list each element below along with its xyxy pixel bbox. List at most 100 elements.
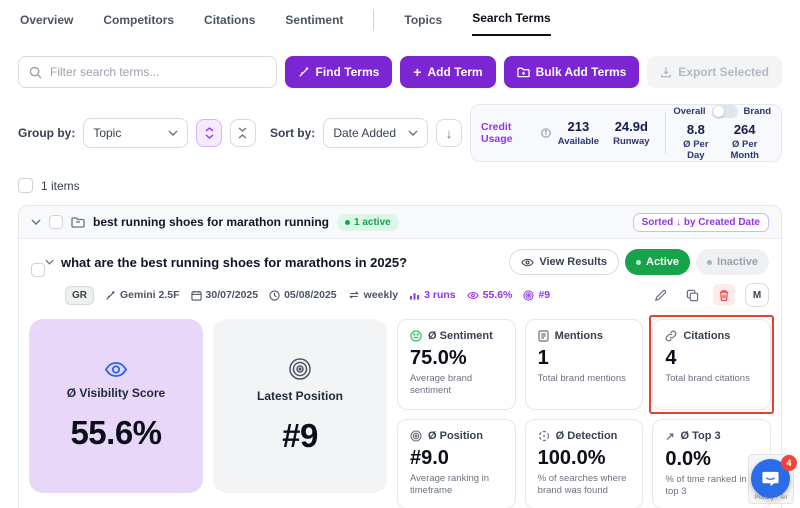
toggle-overall-label[interactable]: Overall xyxy=(673,106,706,117)
clock-icon xyxy=(269,289,280,301)
search-input[interactable] xyxy=(50,65,266,79)
toggle-brand-label[interactable]: Brand xyxy=(743,106,771,117)
mentions-value: 1 xyxy=(537,347,549,369)
active-dot-icon xyxy=(345,219,351,225)
citations-card: Citations 4 Total brand citations xyxy=(652,319,771,410)
tab-sentiment[interactable]: Sentiment xyxy=(285,13,344,27)
bulk-add-terms-button[interactable]: Bulk Add Terms xyxy=(503,56,640,88)
wand-icon xyxy=(105,290,116,301)
overall-brand-switch[interactable] xyxy=(711,105,738,118)
position-label: Ø Position xyxy=(428,429,483,442)
credit-per-month-label: Ø Per Month xyxy=(730,139,759,161)
tab-search-terms[interactable]: Search Terms xyxy=(472,11,551,36)
credit-per-day-label: Ø Per Day xyxy=(683,139,709,161)
switch-knob xyxy=(712,106,724,117)
credit-usage-title-wrap: Credit Usage xyxy=(481,121,551,145)
plus-icon: + xyxy=(413,64,422,80)
assignee-avatar[interactable]: M xyxy=(745,283,769,307)
group-by-value: Topic xyxy=(93,126,122,140)
sentiment-value: 75.0% xyxy=(410,347,467,369)
inactive-toggle-badge[interactable]: Inactive xyxy=(696,249,769,275)
sort-by-label: Sort by: xyxy=(269,126,316,140)
crosshair-icon xyxy=(538,430,550,442)
tab-topics[interactable]: Topics xyxy=(404,13,443,27)
credit-brand-section: Overall Brand 8.8 Ø Per Day 264 Ø Per Mo… xyxy=(673,105,771,161)
delete-icon[interactable] xyxy=(713,284,735,306)
target-icon xyxy=(288,357,312,381)
position-desc: Average ranking in timeframe xyxy=(410,472,490,497)
model-meta: Gemini 2.5F xyxy=(105,289,180,301)
tab-competitors[interactable]: Competitors xyxy=(103,13,175,27)
group-checkbox[interactable] xyxy=(49,215,63,229)
group-title: best running shoes for marathon running xyxy=(93,215,330,229)
info-icon[interactable] xyxy=(541,128,551,138)
citations-label: Citations xyxy=(683,330,731,342)
metrics-panel: Ø Visibility Score 55.6% Latest Position… xyxy=(19,315,781,508)
chat-bubble-icon xyxy=(761,469,780,488)
latest-position-value: #9 xyxy=(282,417,318,454)
target-icon xyxy=(410,430,422,442)
top3-label: Ø Top 3 xyxy=(680,430,721,443)
add-term-button[interactable]: + Add Term xyxy=(400,56,496,88)
chevron-down-icon xyxy=(168,130,178,136)
frequency-meta: weekly xyxy=(348,289,398,301)
term-title[interactable]: what are the best running shoes for mara… xyxy=(61,254,408,270)
latest-position-label: Latest Position xyxy=(256,389,343,403)
edit-icon[interactable] xyxy=(649,284,671,306)
wand-icon xyxy=(298,66,310,78)
credit-runway-stat: 24.9d Runway xyxy=(613,119,649,147)
latest-position-card: Latest Position #9 xyxy=(213,319,387,493)
expand-all-button[interactable] xyxy=(196,119,223,147)
document-icon xyxy=(538,330,549,342)
sentiment-label: Ø Sentiment xyxy=(428,330,493,342)
sort-by-select[interactable]: Date Added xyxy=(323,118,429,148)
visibility-score-value: 55.6% xyxy=(70,413,162,451)
controls-row: Group by: Topic Sort by: Date Added ↓ Cr… xyxy=(0,104,800,162)
credit-per-month-stat: 264 Ø Per Month xyxy=(725,122,764,161)
overall-brand-toggle-row: Overall Brand xyxy=(673,105,771,118)
top3-value: 0.0% xyxy=(665,447,711,470)
mentions-desc: Total brand mentions xyxy=(537,373,626,384)
trend-up-icon: ↗ xyxy=(665,430,675,443)
tab-citations[interactable]: Citations xyxy=(204,13,256,27)
repeat-icon xyxy=(348,290,360,300)
updated-date-meta: 05/08/2025 xyxy=(269,289,337,301)
group-active-badge: 1 active xyxy=(337,213,399,231)
chat-launcher-button[interactable]: 4 xyxy=(751,455,797,498)
term-group-card: best running shoes for marathon running … xyxy=(18,205,782,508)
mentions-card: Mentions 1 Total brand mentions xyxy=(524,319,644,410)
find-terms-button[interactable]: Find Terms xyxy=(284,56,393,88)
group-by-select[interactable]: Topic xyxy=(83,118,189,148)
collapse-all-button[interactable] xyxy=(230,119,256,147)
chevron-down-icon[interactable] xyxy=(31,219,41,225)
select-all-checkbox[interactable] xyxy=(18,178,33,193)
credit-available-value: 213 xyxy=(567,119,590,134)
detection-desc: % of searches where brand was found xyxy=(537,472,627,497)
credit-usage-title: Credit Usage xyxy=(481,121,513,145)
folder-icon xyxy=(516,66,530,78)
top3-desc: % of time ranked in top 3 xyxy=(665,473,747,498)
chevron-down-icon xyxy=(408,130,418,136)
find-terms-label: Find Terms xyxy=(315,65,380,79)
group-header[interactable]: best running shoes for marathon running … xyxy=(19,206,781,239)
visibility-score-card: Ø Visibility Score 55.6% xyxy=(29,319,203,493)
sort-direction-button[interactable]: ↓ xyxy=(436,119,462,147)
copy-icon[interactable] xyxy=(681,284,703,306)
sorted-by-badge: Sorted ↓ by Created Date xyxy=(632,212,769,232)
items-count-label: 1 items xyxy=(41,178,80,193)
export-selected-button[interactable]: Export Selected xyxy=(647,56,782,88)
calendar-icon xyxy=(190,290,202,301)
view-results-button[interactable]: View Results xyxy=(509,249,619,275)
term-row: what are the best running shoes for mara… xyxy=(19,239,781,317)
sentiment-desc: Average brand sentiment xyxy=(410,373,473,397)
tab-overview[interactable]: Overview xyxy=(20,13,74,27)
position-card: Ø Position #9.0 Average ranking in timef… xyxy=(397,418,516,508)
chevron-down-icon[interactable] xyxy=(45,259,54,265)
detection-value: 100.0% xyxy=(537,446,606,469)
term-checkbox[interactable] xyxy=(31,263,45,277)
detection-label: Ø Detection xyxy=(555,429,618,442)
inactive-dot-icon xyxy=(707,259,713,265)
active-toggle-badge[interactable]: Active xyxy=(625,249,691,275)
runs-meta: 3 runs xyxy=(409,289,456,301)
eye-icon xyxy=(521,258,535,267)
